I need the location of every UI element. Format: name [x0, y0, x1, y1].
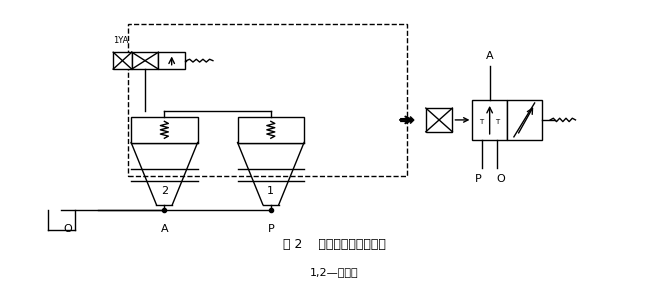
Text: P: P: [476, 174, 482, 184]
Bar: [426, 108, 452, 132]
Bar: [132, 52, 158, 69]
Text: 1YA: 1YA: [113, 36, 128, 45]
Bar: [113, 52, 132, 69]
Bar: [472, 100, 507, 140]
Text: T: T: [479, 119, 483, 125]
Text: 1: 1: [267, 186, 275, 196]
Text: 图 2    二位三通电液换向阀: 图 2 二位三通电液换向阀: [283, 238, 385, 251]
Text: O: O: [496, 174, 505, 184]
Text: A: A: [486, 51, 494, 61]
Bar: [507, 100, 542, 140]
Text: 1,2—插装阀: 1,2—插装阀: [310, 267, 358, 277]
Bar: [158, 52, 185, 69]
Text: P: P: [267, 224, 274, 234]
Bar: [238, 117, 304, 142]
Text: A: A: [160, 224, 168, 234]
Text: O: O: [63, 224, 72, 234]
Text: 2: 2: [161, 186, 168, 196]
Bar: [128, 24, 407, 176]
Text: ⇒: ⇒: [399, 110, 415, 129]
Text: T: T: [495, 119, 500, 125]
Bar: [131, 117, 198, 142]
